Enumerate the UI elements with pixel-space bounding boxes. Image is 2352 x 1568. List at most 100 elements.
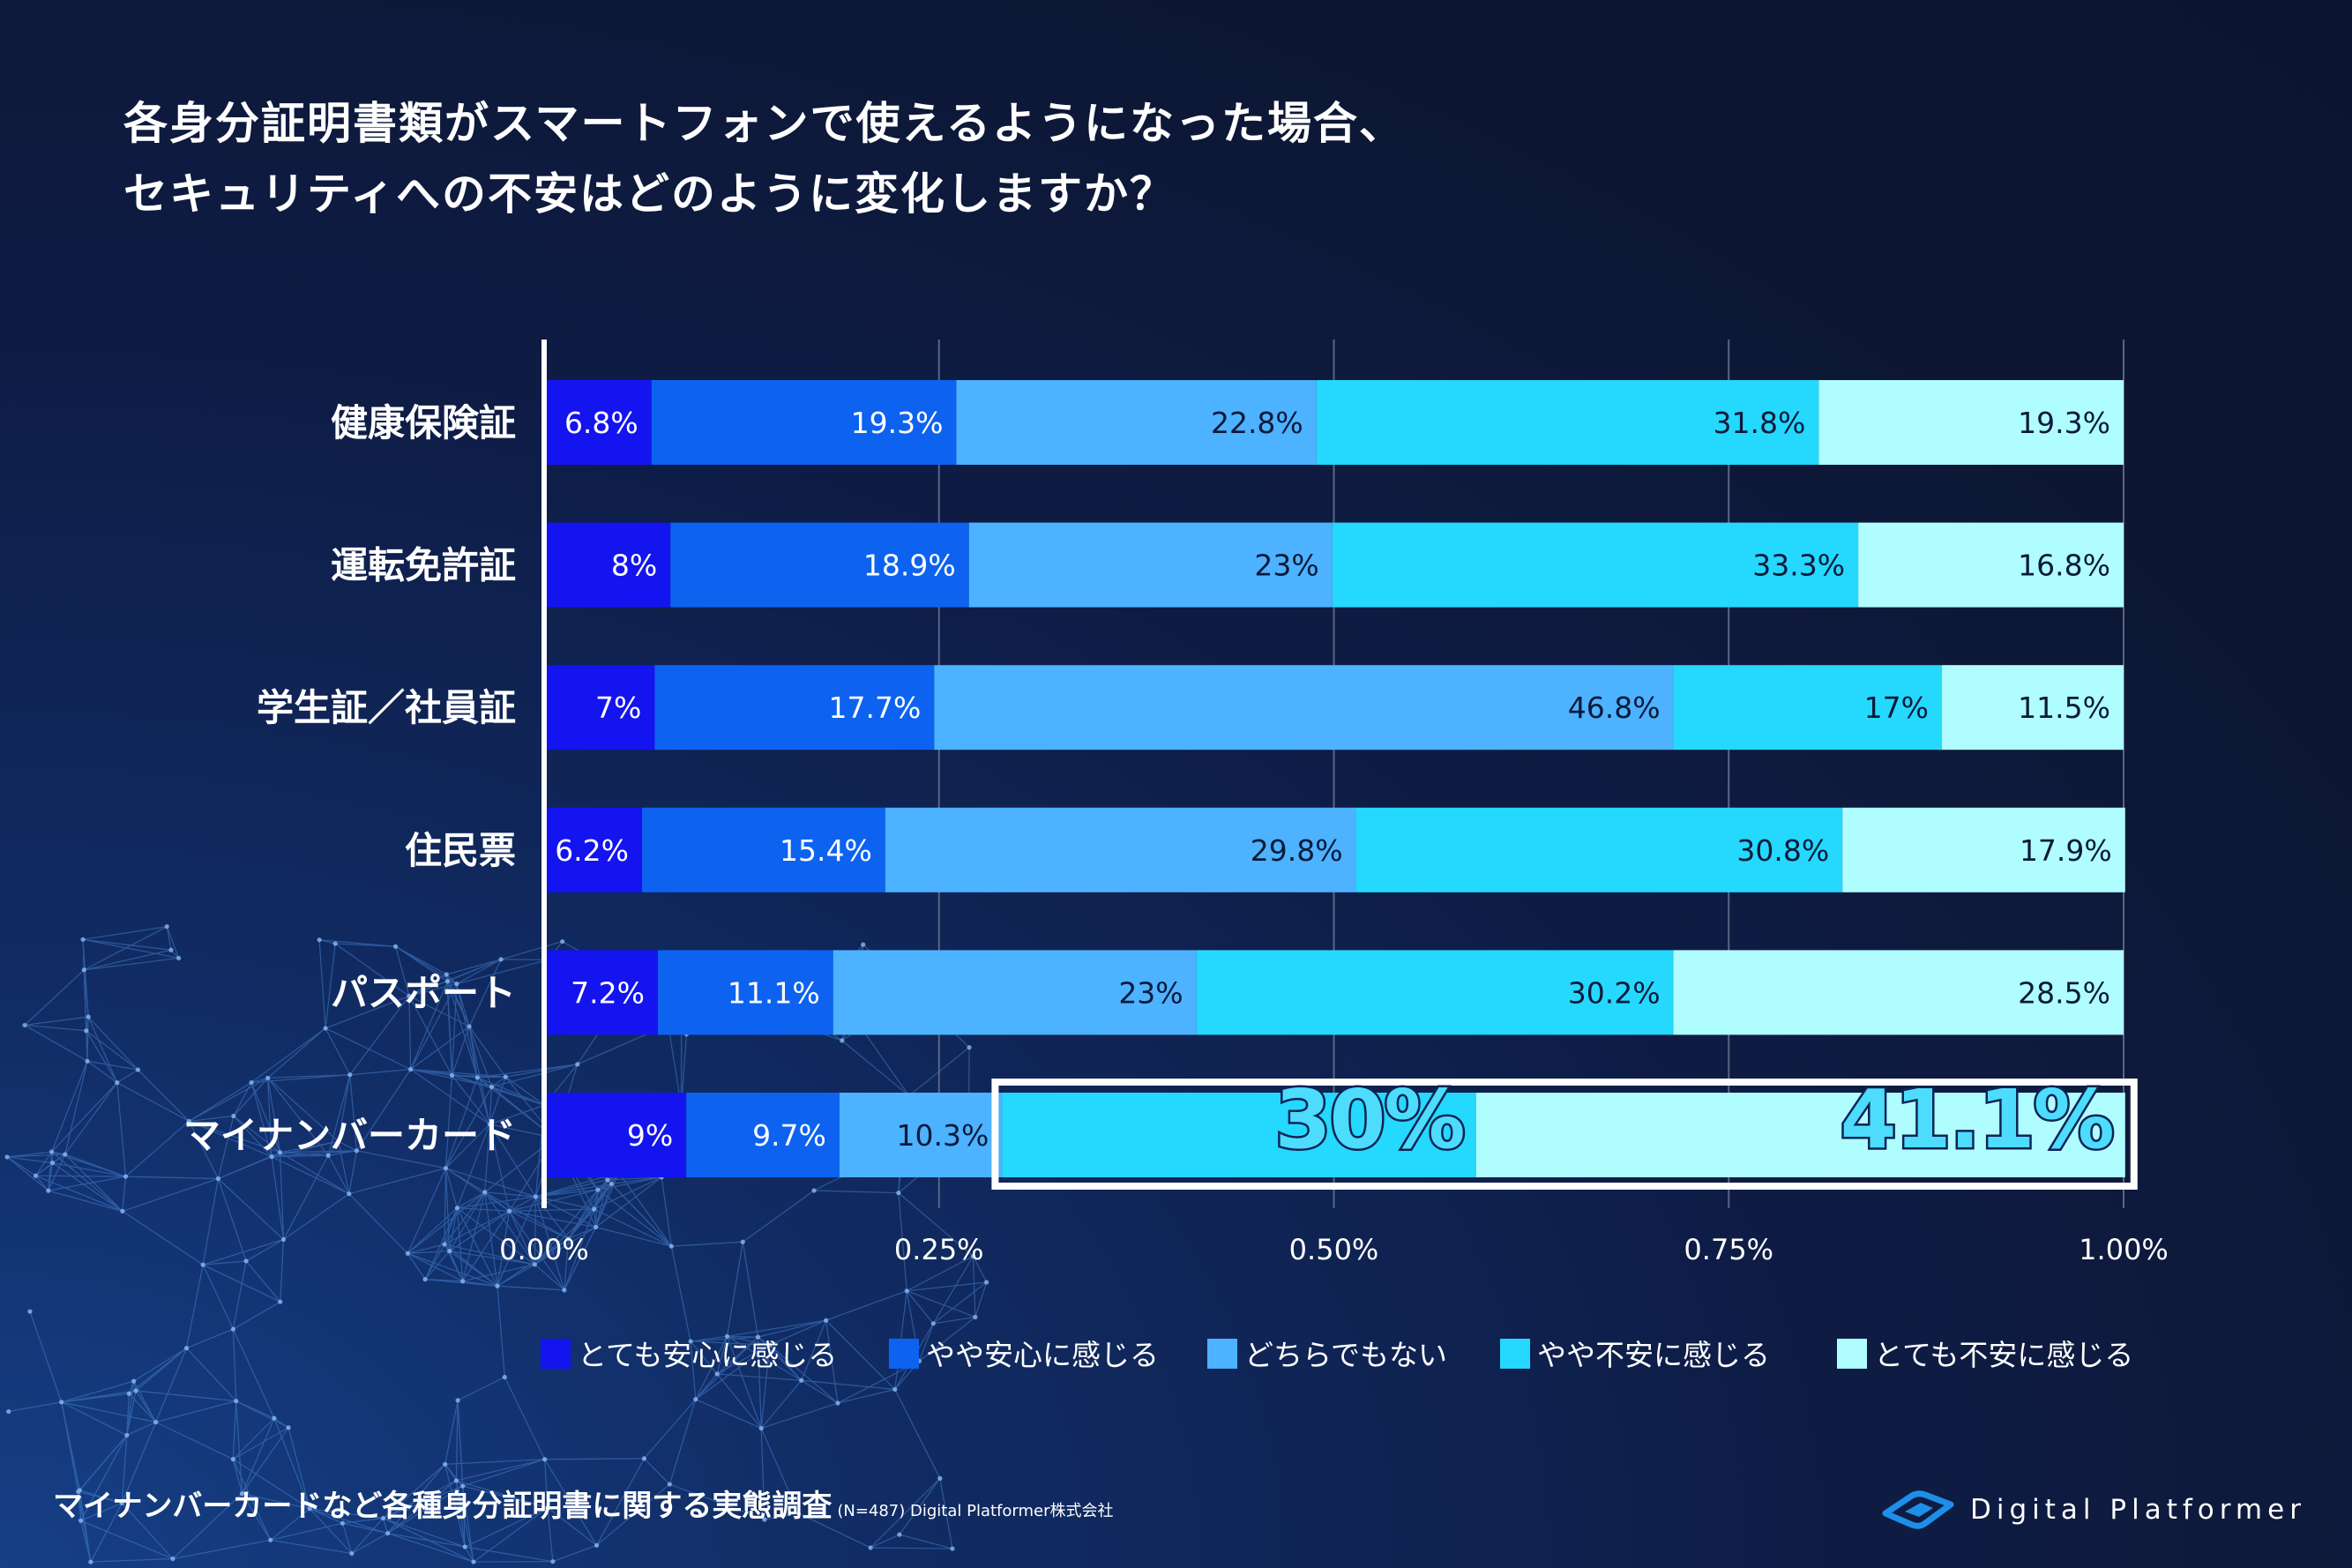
bar-segment [1858, 522, 2124, 608]
network-line [727, 1335, 803, 1381]
network-line [462, 1281, 498, 1287]
network-line [78, 1491, 82, 1521]
network-node [668, 1243, 674, 1249]
network-line [232, 1400, 237, 1460]
data-label: 6.2% [555, 833, 629, 868]
network-line [489, 1104, 545, 1125]
network-line [172, 1493, 243, 1559]
network-node [495, 1283, 500, 1288]
network-line [395, 945, 448, 982]
network-line [280, 1150, 357, 1154]
network-line [608, 1176, 662, 1181]
network-line [232, 1260, 247, 1330]
network-node [63, 1152, 68, 1157]
network-line [449, 1210, 510, 1252]
category-label: 運転免許証 [331, 544, 516, 587]
network-node [471, 1559, 476, 1564]
network-line [547, 1507, 597, 1546]
x-tick-label: 0.50% [1289, 1233, 1379, 1266]
network-node [76, 1489, 81, 1495]
network-node [135, 1067, 141, 1072]
network-line [452, 1074, 492, 1088]
network-line [338, 1140, 357, 1152]
network-line [48, 1152, 53, 1191]
network-line [798, 1512, 871, 1549]
network-node [124, 1432, 130, 1438]
category-label: 住民票 [405, 829, 516, 872]
data-label: 8% [611, 549, 657, 583]
network-line [594, 1176, 662, 1210]
network-line [166, 926, 180, 959]
network-line [898, 1192, 907, 1291]
network-node [840, 1038, 845, 1043]
network-line [267, 1074, 350, 1079]
network-line [61, 1401, 128, 1436]
network-line [445, 974, 453, 1076]
network-line [202, 1264, 281, 1303]
network-node [462, 1544, 467, 1549]
network-line [250, 1077, 268, 1084]
network-node [755, 1334, 761, 1340]
title-line-2: セキュリティへの不安はどのように変化しますか？ [123, 168, 1176, 220]
network-line [270, 1508, 310, 1541]
network-line [899, 1534, 953, 1549]
network-line [484, 1191, 498, 1287]
network-node [693, 1397, 698, 1402]
network-line [128, 1348, 187, 1394]
network-node [454, 982, 459, 987]
legend-label: とても安心に感じる [578, 1338, 837, 1372]
network-line [509, 1189, 598, 1212]
network-line [444, 1464, 457, 1482]
network-node [354, 1148, 360, 1154]
network-line [335, 943, 396, 947]
network-node [33, 1173, 39, 1178]
network-line [407, 1207, 458, 1254]
network-line [241, 1493, 272, 1541]
network-node [200, 1262, 205, 1267]
bar-segment [1196, 950, 1674, 1035]
network-line [325, 995, 410, 1029]
network-line [51, 1061, 88, 1153]
network-line [452, 1074, 545, 1106]
network-line [232, 1459, 272, 1541]
network-line [974, 1281, 988, 1318]
network-node [970, 1253, 976, 1259]
network-node [286, 1425, 291, 1430]
network-line [607, 1179, 672, 1247]
network-node [861, 942, 866, 947]
network-node [444, 972, 449, 977]
network-line [457, 1400, 464, 1487]
network-node [278, 1299, 283, 1304]
network-line [64, 1061, 88, 1155]
network-node [249, 1079, 254, 1086]
network-node [4, 1154, 10, 1160]
network-line [51, 1082, 118, 1153]
network-line [509, 1210, 565, 1291]
network-node [835, 1400, 840, 1406]
network-line [907, 1290, 976, 1318]
network-line [594, 1189, 599, 1210]
network-line [250, 1027, 326, 1083]
network-line [445, 1168, 536, 1198]
network-line [547, 1507, 554, 1562]
network-line [837, 1388, 895, 1404]
bar-segment [885, 807, 1356, 892]
network-line [121, 1422, 157, 1504]
network-node [447, 1249, 452, 1254]
network-line [449, 1207, 458, 1251]
network-node [131, 1378, 137, 1384]
network-line [544, 1459, 549, 1508]
network-line [444, 1075, 453, 1169]
network-node [336, 1139, 341, 1144]
network-line [456, 1207, 464, 1281]
network-line [567, 1183, 612, 1240]
network-line [497, 1264, 535, 1287]
network-nodes [4, 924, 989, 1564]
legend-label: やや安心に感じる [926, 1338, 1159, 1372]
network-line [6, 1156, 49, 1191]
network-line [594, 1172, 620, 1210]
network-line [202, 1238, 284, 1266]
highlight-value-label: 30% [1274, 1072, 1463, 1167]
legend-swatch [889, 1339, 919, 1369]
network-line [567, 1179, 609, 1240]
